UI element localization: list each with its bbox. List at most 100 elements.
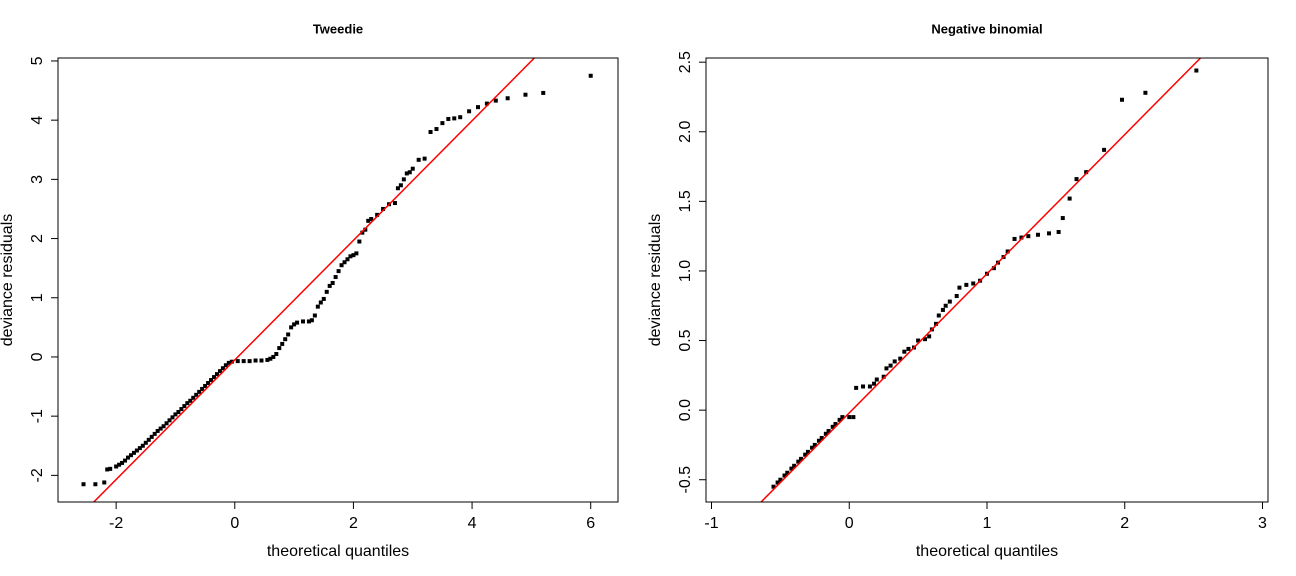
point (867, 384, 872, 389)
point (200, 386, 205, 391)
point (220, 366, 225, 371)
point (309, 318, 314, 323)
chart-title: Negative binomial (931, 21, 1042, 36)
point (274, 352, 279, 356)
point (810, 445, 815, 450)
point (277, 346, 282, 351)
point (934, 321, 939, 326)
point (796, 459, 801, 464)
chart-title: Tweedie (313, 21, 363, 36)
point (861, 384, 866, 389)
point (906, 346, 911, 351)
y-tick-label: 0.5 (677, 329, 694, 351)
point (223, 363, 228, 368)
point (366, 218, 371, 223)
point (182, 404, 187, 409)
point (446, 116, 451, 121)
panel: Negative binomial theoretical quantiles de… (647, 21, 1269, 560)
point (333, 275, 338, 280)
y-tick-label: 0.0 (677, 399, 694, 421)
point (206, 381, 211, 386)
point (292, 322, 297, 327)
point (819, 435, 824, 440)
point (1084, 170, 1089, 175)
point (128, 453, 133, 458)
x-tick-label: 0 (845, 515, 854, 532)
point (155, 428, 160, 433)
point (348, 254, 353, 259)
y-tick-label: -2 (29, 468, 46, 482)
point (799, 456, 804, 461)
point (833, 422, 838, 427)
x-tick-label: -2 (109, 515, 123, 532)
point (301, 319, 305, 324)
point (253, 358, 258, 363)
point (493, 98, 498, 103)
point (1026, 234, 1031, 239)
x-tick-label: 6 (586, 515, 595, 532)
point (1056, 229, 1061, 234)
point (105, 467, 110, 472)
point (327, 283, 332, 288)
point (395, 186, 400, 191)
point (476, 105, 480, 110)
point (161, 424, 166, 429)
point (440, 121, 445, 126)
point (286, 332, 291, 337)
point (197, 389, 202, 394)
y-tick-label: -1 (29, 409, 46, 423)
point (823, 431, 828, 436)
y-tick-label: 1.5 (677, 190, 694, 212)
point (404, 171, 409, 176)
point (259, 358, 264, 363)
x-axis-label: theoretical quantiles (916, 543, 1058, 560)
point (826, 429, 831, 434)
point (410, 166, 415, 171)
panel: Tweedie theoretical quantiles deviance res… (0, 21, 619, 560)
point (840, 415, 845, 420)
point (428, 130, 433, 134)
point (401, 177, 406, 182)
point (339, 263, 344, 268)
point (847, 415, 852, 420)
y-tick-label: 1.0 (677, 260, 694, 282)
point (375, 212, 380, 217)
point (1074, 177, 1079, 182)
point (217, 369, 222, 374)
point (354, 251, 359, 256)
point (1143, 90, 1148, 95)
point (458, 115, 463, 120)
y-tick-label: 3 (29, 175, 46, 184)
x-tick-label: 4 (468, 515, 477, 532)
point (927, 334, 932, 339)
point (191, 395, 196, 400)
point (108, 466, 113, 471)
point (363, 227, 368, 232)
point (422, 156, 427, 161)
point (93, 482, 98, 487)
point (330, 280, 335, 285)
point (283, 337, 288, 342)
points (81, 73, 593, 487)
point (775, 480, 780, 485)
y-tick-label: 2.5 (677, 51, 694, 73)
point (81, 482, 86, 487)
point (505, 96, 510, 101)
points (771, 68, 1199, 489)
point (321, 296, 326, 301)
point (176, 410, 181, 415)
point (131, 450, 136, 455)
point (398, 183, 403, 188)
point (134, 448, 139, 453)
point (318, 300, 323, 305)
point (771, 484, 776, 489)
point (902, 349, 907, 354)
point (452, 116, 457, 121)
point (957, 285, 962, 290)
point (149, 434, 154, 439)
point (830, 424, 835, 429)
y-axis-label: deviance residuals (647, 214, 664, 347)
point (523, 92, 528, 97)
point (114, 464, 119, 469)
y-tick-label: -0.5 (677, 466, 694, 494)
